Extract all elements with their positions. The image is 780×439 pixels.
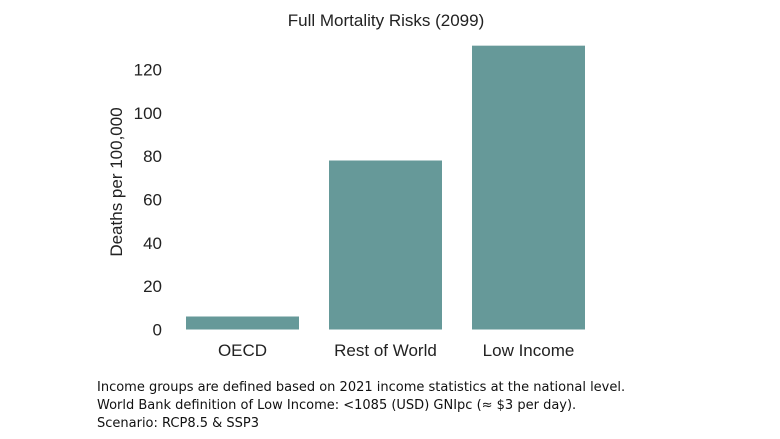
y-tick-label: 0 <box>153 321 162 340</box>
bar-low-income <box>472 45 585 330</box>
y-tick-label: 60 <box>143 191 162 210</box>
bar-rest-of-world <box>329 160 442 330</box>
x-tick-label: Low Income <box>483 341 575 360</box>
y-tick-label: 40 <box>143 234 162 253</box>
y-tick-label: 80 <box>143 147 162 166</box>
y-tick-label: 120 <box>134 61 162 80</box>
note-line: Scenario: RCP8.5 & SSP3 <box>97 416 260 431</box>
chart-notes: Income groups are defined based on 2021 … <box>97 379 625 433</box>
note-line: World Bank definition of Low Income: <10… <box>97 398 577 413</box>
x-tick-label: OECD <box>218 341 267 360</box>
chart-title: Full Mortality Risks (2099) <box>288 11 485 30</box>
bar-oecd <box>186 316 299 330</box>
y-tick-label: 100 <box>134 104 162 123</box>
y-tick-label: 20 <box>143 277 162 296</box>
x-tick-label: Rest of World <box>334 341 437 360</box>
y-axis-label: Deaths per 100,000 <box>107 107 126 256</box>
note-line: Income groups are defined based on 2021 … <box>97 380 626 395</box>
